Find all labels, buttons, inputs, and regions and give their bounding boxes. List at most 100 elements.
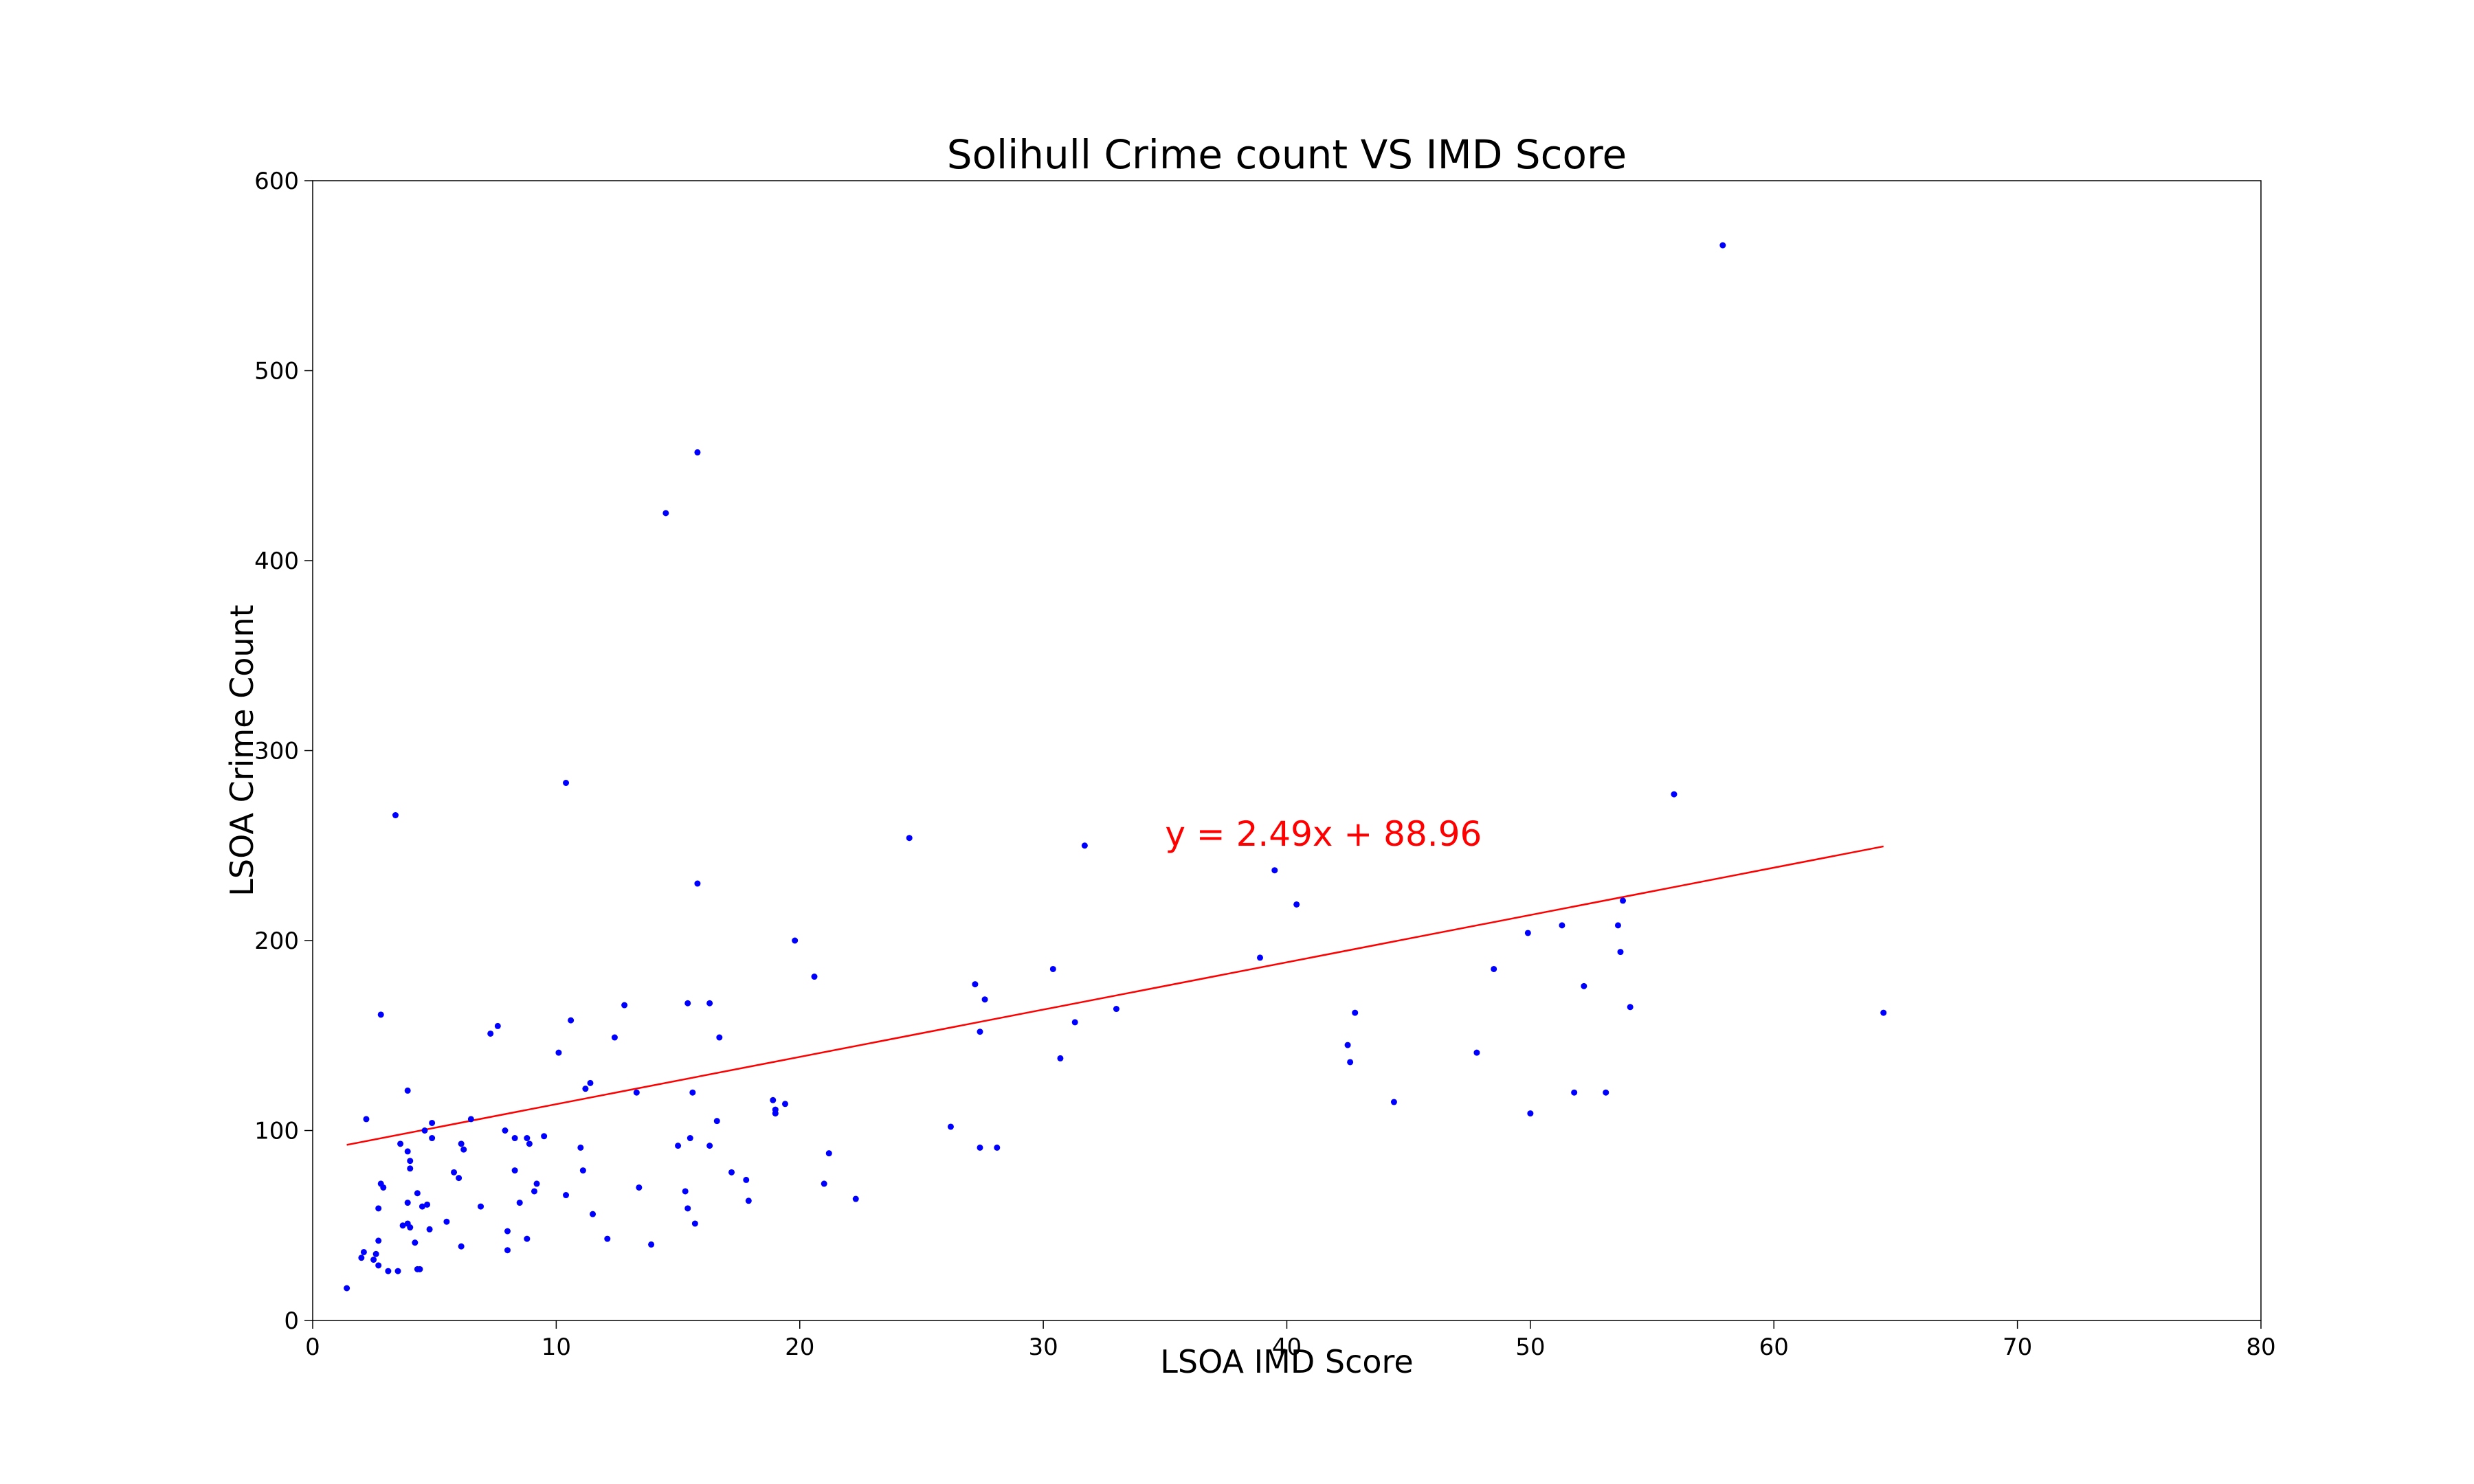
- data-point: [770, 1097, 777, 1103]
- data-point: [579, 1167, 586, 1174]
- data-point: [689, 1089, 696, 1096]
- data-point: [906, 835, 913, 842]
- data-point: [370, 1257, 377, 1263]
- data-point: [504, 1247, 511, 1254]
- data-point: [407, 1165, 414, 1172]
- data-point: [825, 1150, 832, 1157]
- data-point: [502, 1127, 509, 1134]
- data-point: [684, 1000, 691, 1007]
- data-point: [745, 1198, 752, 1204]
- data-point: [456, 1175, 463, 1182]
- data-point: [687, 1135, 693, 1142]
- data-point: [1271, 867, 1278, 874]
- data-point: [414, 1190, 421, 1197]
- data-point: [460, 1146, 467, 1153]
- data-point: [451, 1169, 458, 1176]
- data-point: [363, 1116, 370, 1123]
- data-point: [392, 812, 399, 819]
- data-point: [1049, 965, 1056, 972]
- data-point: [1347, 1059, 1354, 1066]
- data-point: [590, 1211, 597, 1217]
- trendline: [346, 845, 1884, 1146]
- data-point: [377, 1011, 384, 1018]
- data-point: [541, 1133, 548, 1140]
- data-point: [426, 1226, 433, 1233]
- data-point: [504, 1228, 511, 1235]
- data-point: [429, 1119, 436, 1126]
- data-point: [407, 1224, 414, 1231]
- chart-title: Solihull Crime count VS IMD Score: [947, 131, 1627, 178]
- data-point: [977, 1028, 983, 1035]
- data-point: [1293, 901, 1300, 908]
- data-point: [1491, 965, 1497, 972]
- x-tick-label: 80: [2246, 1334, 2275, 1361]
- data-point: [694, 880, 701, 887]
- data-point: [458, 1243, 465, 1250]
- data-point: [511, 1167, 518, 1174]
- data-point: [811, 974, 818, 980]
- data-point: [1352, 1009, 1359, 1016]
- data-point: [421, 1127, 428, 1134]
- data-point: [1571, 1089, 1578, 1096]
- data-point: [691, 1220, 698, 1227]
- data-point: [524, 1235, 531, 1242]
- data-point: [1390, 1099, 1397, 1105]
- data-point: [404, 1200, 411, 1206]
- y-tick-label: 300: [254, 738, 299, 765]
- y-tick-label: 100: [254, 1118, 299, 1145]
- data-point: [994, 1144, 1001, 1151]
- data-point: [981, 996, 988, 1003]
- data-point: [344, 1285, 350, 1292]
- y-tick-label: 500: [254, 358, 299, 385]
- data-point: [458, 1140, 465, 1147]
- data-point: [397, 1140, 404, 1147]
- data-point: [375, 1205, 382, 1212]
- data-point: [1581, 982, 1587, 989]
- data-point: [743, 1176, 750, 1183]
- x-tick-label: 70: [2003, 1334, 2032, 1361]
- x-tick-label: 20: [785, 1334, 814, 1361]
- data-point: [577, 1144, 584, 1151]
- data-point: [358, 1255, 365, 1261]
- data-point: [1603, 1089, 1609, 1096]
- data-point: [429, 1135, 436, 1142]
- data-point: [1473, 1049, 1480, 1056]
- data-point: [375, 1262, 382, 1269]
- data-point: [675, 1143, 682, 1149]
- data-point: [662, 510, 669, 517]
- data-point: [412, 1239, 419, 1246]
- data-point: [633, 1089, 640, 1096]
- data-point: [1671, 791, 1678, 798]
- data-point: [487, 1030, 494, 1037]
- data-point: [416, 1266, 423, 1272]
- data-point: [375, 1237, 382, 1244]
- data-point: [1081, 842, 1088, 849]
- data-point: [977, 1144, 983, 1151]
- y-tick-label: 600: [254, 168, 299, 195]
- data-point: [713, 1118, 720, 1125]
- y-tick-label: 200: [254, 928, 299, 955]
- data-point: [494, 1022, 501, 1029]
- data-point: [972, 981, 979, 988]
- data-point: [1071, 1019, 1078, 1026]
- data-point: [511, 1135, 518, 1142]
- data-point: [533, 1180, 540, 1187]
- data-point: [947, 1123, 954, 1130]
- data-point: [424, 1201, 431, 1208]
- data-point: [1113, 1006, 1119, 1013]
- data-point: [821, 1180, 827, 1187]
- data-point: [380, 1184, 387, 1191]
- x-tick-label: 30: [1028, 1334, 1058, 1361]
- data-point: [526, 1140, 533, 1147]
- x-tick-label: 40: [1272, 1334, 1302, 1361]
- data-point: [360, 1248, 367, 1255]
- data-point: [531, 1188, 537, 1195]
- x-tick-label: 60: [1759, 1334, 1789, 1361]
- y-axis-label: LSOA Crime Count: [223, 605, 260, 896]
- x-tick-label: 50: [1515, 1334, 1545, 1361]
- data-point: [716, 1034, 723, 1041]
- y-tick-label: 0: [284, 1307, 299, 1335]
- x-tick-label: 10: [542, 1334, 571, 1361]
- data-point: [1257, 954, 1264, 961]
- data-point: [443, 1218, 450, 1225]
